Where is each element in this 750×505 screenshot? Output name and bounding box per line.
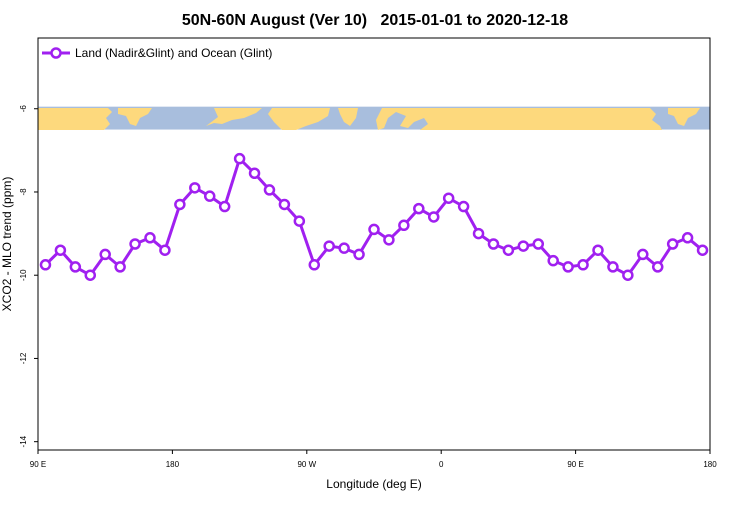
data-point [651,261,664,273]
land-kamchatka [118,108,152,126]
data-point [502,244,515,256]
data-point [383,234,395,246]
data-point [592,244,604,256]
data-point [487,238,500,250]
chart-title: 50N-60N August (Ver 10) 2015-01-01 to 20… [182,12,568,29]
x-tick-label: 0 [439,460,444,469]
data-point [517,240,530,252]
data-point [368,223,380,236]
data-point [637,248,649,261]
series-layer [39,152,709,281]
land-russia-west [38,108,112,130]
y-tick-label: -12 [19,352,28,364]
data-point [174,198,186,211]
data-point [69,261,82,273]
data-point [323,240,335,252]
data-point [681,232,694,244]
map-strip [38,106,710,130]
data-point [129,238,141,250]
y-tick-label: -6 [19,105,28,113]
data-point [442,192,455,204]
data-point [99,248,111,261]
legend-series-label: Land (Nadir&Glint) and Ocean (Glint) [75,46,272,60]
data-point [562,261,574,273]
data-point [203,190,216,202]
data-point [84,269,97,281]
data-point [472,227,485,240]
data-point [353,248,365,261]
y-axis-label: XCO2 - MLO trend (ppm) [0,177,14,312]
data-point [278,198,291,211]
land-canada [268,108,330,130]
data-point [696,244,709,256]
plot-frame [37,37,711,451]
data-point [577,259,589,271]
land-labrador [338,108,358,126]
x-tick-label: 90 W [297,460,316,469]
data-point [159,244,171,256]
y-tick-label: -10 [19,269,28,281]
data-point [622,269,634,281]
legend-marker-swatch [50,47,62,59]
data-point [547,254,559,267]
data-point [114,261,126,273]
data-point [233,152,246,165]
data-point [607,261,619,273]
x-tick-label: 90 E [567,460,583,469]
x-tick-label: 90 E [30,460,46,469]
x-axis: 90 E 180 90 W 0 90 E 180 [30,450,717,469]
land-alaska [206,108,262,126]
data-point [263,184,276,196]
data-point [427,211,440,223]
data-point [189,182,201,194]
data-point [54,244,67,256]
series-line [44,157,704,277]
data-point [248,167,261,180]
data-point [666,238,679,250]
data-point [338,242,350,254]
data-point [39,259,52,271]
y-tick-label: -8 [19,188,28,196]
data-point [218,200,231,213]
legend: Land (Nadir&Glint) and Ocean (Glint) [42,46,272,60]
x-tick-label: 180 [166,460,180,469]
land-kamchatka-east [668,108,700,126]
data-point [413,202,425,215]
y-tick-label: -14 [19,435,28,447]
data-point [293,215,306,227]
data-point [457,200,470,213]
data-point [398,219,410,232]
x-axis-label: Longitude (deg E) [326,477,421,491]
y-axis: -6 -8 -10 -12 -14 [19,105,38,447]
x-tick-label: 180 [703,460,717,469]
data-point [144,232,156,244]
data-point [308,259,321,271]
data-point [532,238,545,250]
land-eurasia [376,108,662,130]
